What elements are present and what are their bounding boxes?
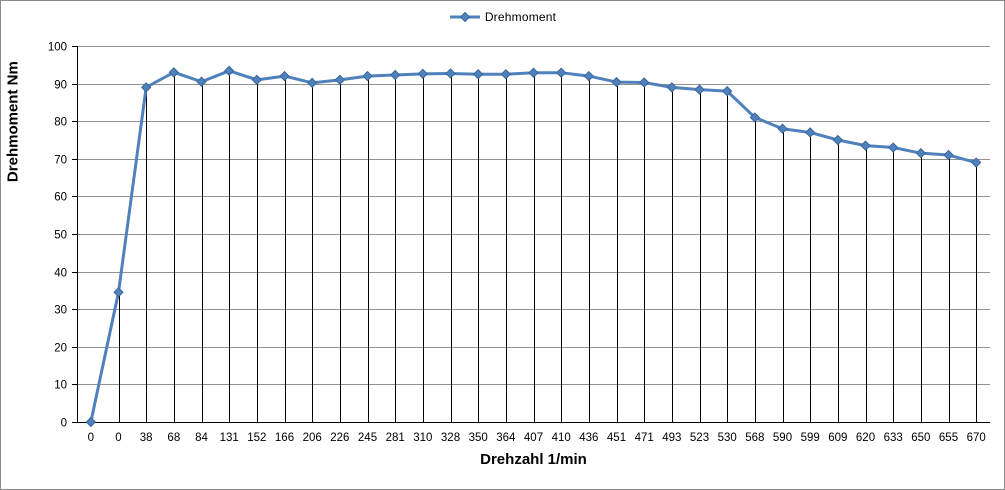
data-point-marker [970,157,982,168]
y-tick-label: 20 [54,343,67,355]
data-point-marker [140,82,152,93]
x-tick-label: 364 [496,432,516,444]
data-point-marker [223,65,235,77]
data-point-marker [251,74,263,86]
x-tick-label: 281 [386,432,405,444]
x-tick-label: 599 [801,432,820,444]
data-point-marker [583,70,595,82]
data-point-marker [887,142,899,153]
y-tick-label: 70 [54,155,67,167]
data-point-marker [777,123,788,134]
data-point-marker [749,112,761,123]
data-point-marker [528,67,539,78]
y-tick-label: 50 [54,230,67,242]
x-tick-label: 310 [413,432,432,444]
y-tick-label: 80 [54,117,67,129]
y-tick-label: 90 [54,80,67,92]
data-point-marker [279,70,290,82]
data-point-marker [362,70,373,82]
x-tick-label: 568 [745,432,764,444]
x-tick-label: 38 [140,432,153,444]
x-tick-label: 609 [828,432,847,444]
x-tick-label: 131 [220,432,239,444]
x-tick-label: 530 [718,432,737,444]
x-tick-label: 670 [967,432,986,444]
data-point-marker [445,68,456,79]
data-point-marker [555,67,567,78]
x-tick-label: 493 [662,432,681,444]
x-tick-label: 0 [88,432,94,444]
data-point-marker [611,76,622,88]
data-point-marker [168,67,180,78]
data-point-marker [804,127,816,138]
x-tick-label: 451 [607,432,626,444]
x-tick-label: 523 [690,432,709,444]
legend[interactable]: Drehmoment [1,10,1004,24]
data-point-marker [334,74,346,86]
data-point-marker [943,149,954,161]
data-point-marker [389,69,401,81]
data-point-marker [694,84,705,95]
data-point-marker [417,68,429,80]
data-point-marker [85,416,97,428]
x-tick-label: 166 [275,432,294,444]
x-tick-label: 152 [247,432,266,444]
data-point-marker [638,77,650,88]
y-tick-label: 10 [54,380,67,392]
x-tick-label: 655 [939,432,958,444]
x-tick-label: 471 [635,432,654,444]
series-line [89,69,978,424]
x-tick-label: 407 [524,432,543,444]
data-point-marker [832,134,844,146]
x-tick-label: 68 [167,432,180,444]
y-tick-label: 30 [54,305,67,317]
data-point-marker [721,85,733,97]
x-tick-label: 226 [330,432,349,444]
data-point-marker [113,287,124,298]
legend-line-marker-icon [449,11,480,23]
data-point-marker [472,68,484,80]
data-point-marker [196,76,207,87]
x-tick-label: 633 [884,432,903,444]
y-tick-label: 40 [54,268,67,280]
data-point-marker [666,82,678,93]
x-tick-label: 620 [856,432,875,444]
x-tick-label: 650 [911,432,930,444]
x-tick-label: 328 [441,432,460,444]
x-axis-title[interactable]: Drehzahl 1/min [480,451,587,468]
x-tick-label: 206 [303,432,322,444]
y-tick-label: 0 [61,418,67,430]
y-tick-label: 60 [54,192,67,204]
x-tick-label: 245 [358,432,377,444]
data-point-marker [860,140,871,151]
y-tick-label: 100 [48,42,67,54]
x-tick-label: 84 [195,432,208,444]
x-tick-label: 350 [469,432,488,444]
x-tick-label: 590 [773,432,792,444]
data-point-marker [500,68,512,80]
x-tick-label: 410 [552,432,571,444]
data-point-marker [915,147,927,159]
data-point-marker [306,77,318,89]
x-tick-label: 0 [115,432,121,444]
x-tick-label: 436 [579,432,598,444]
legend-label: Drehmoment [484,10,557,24]
